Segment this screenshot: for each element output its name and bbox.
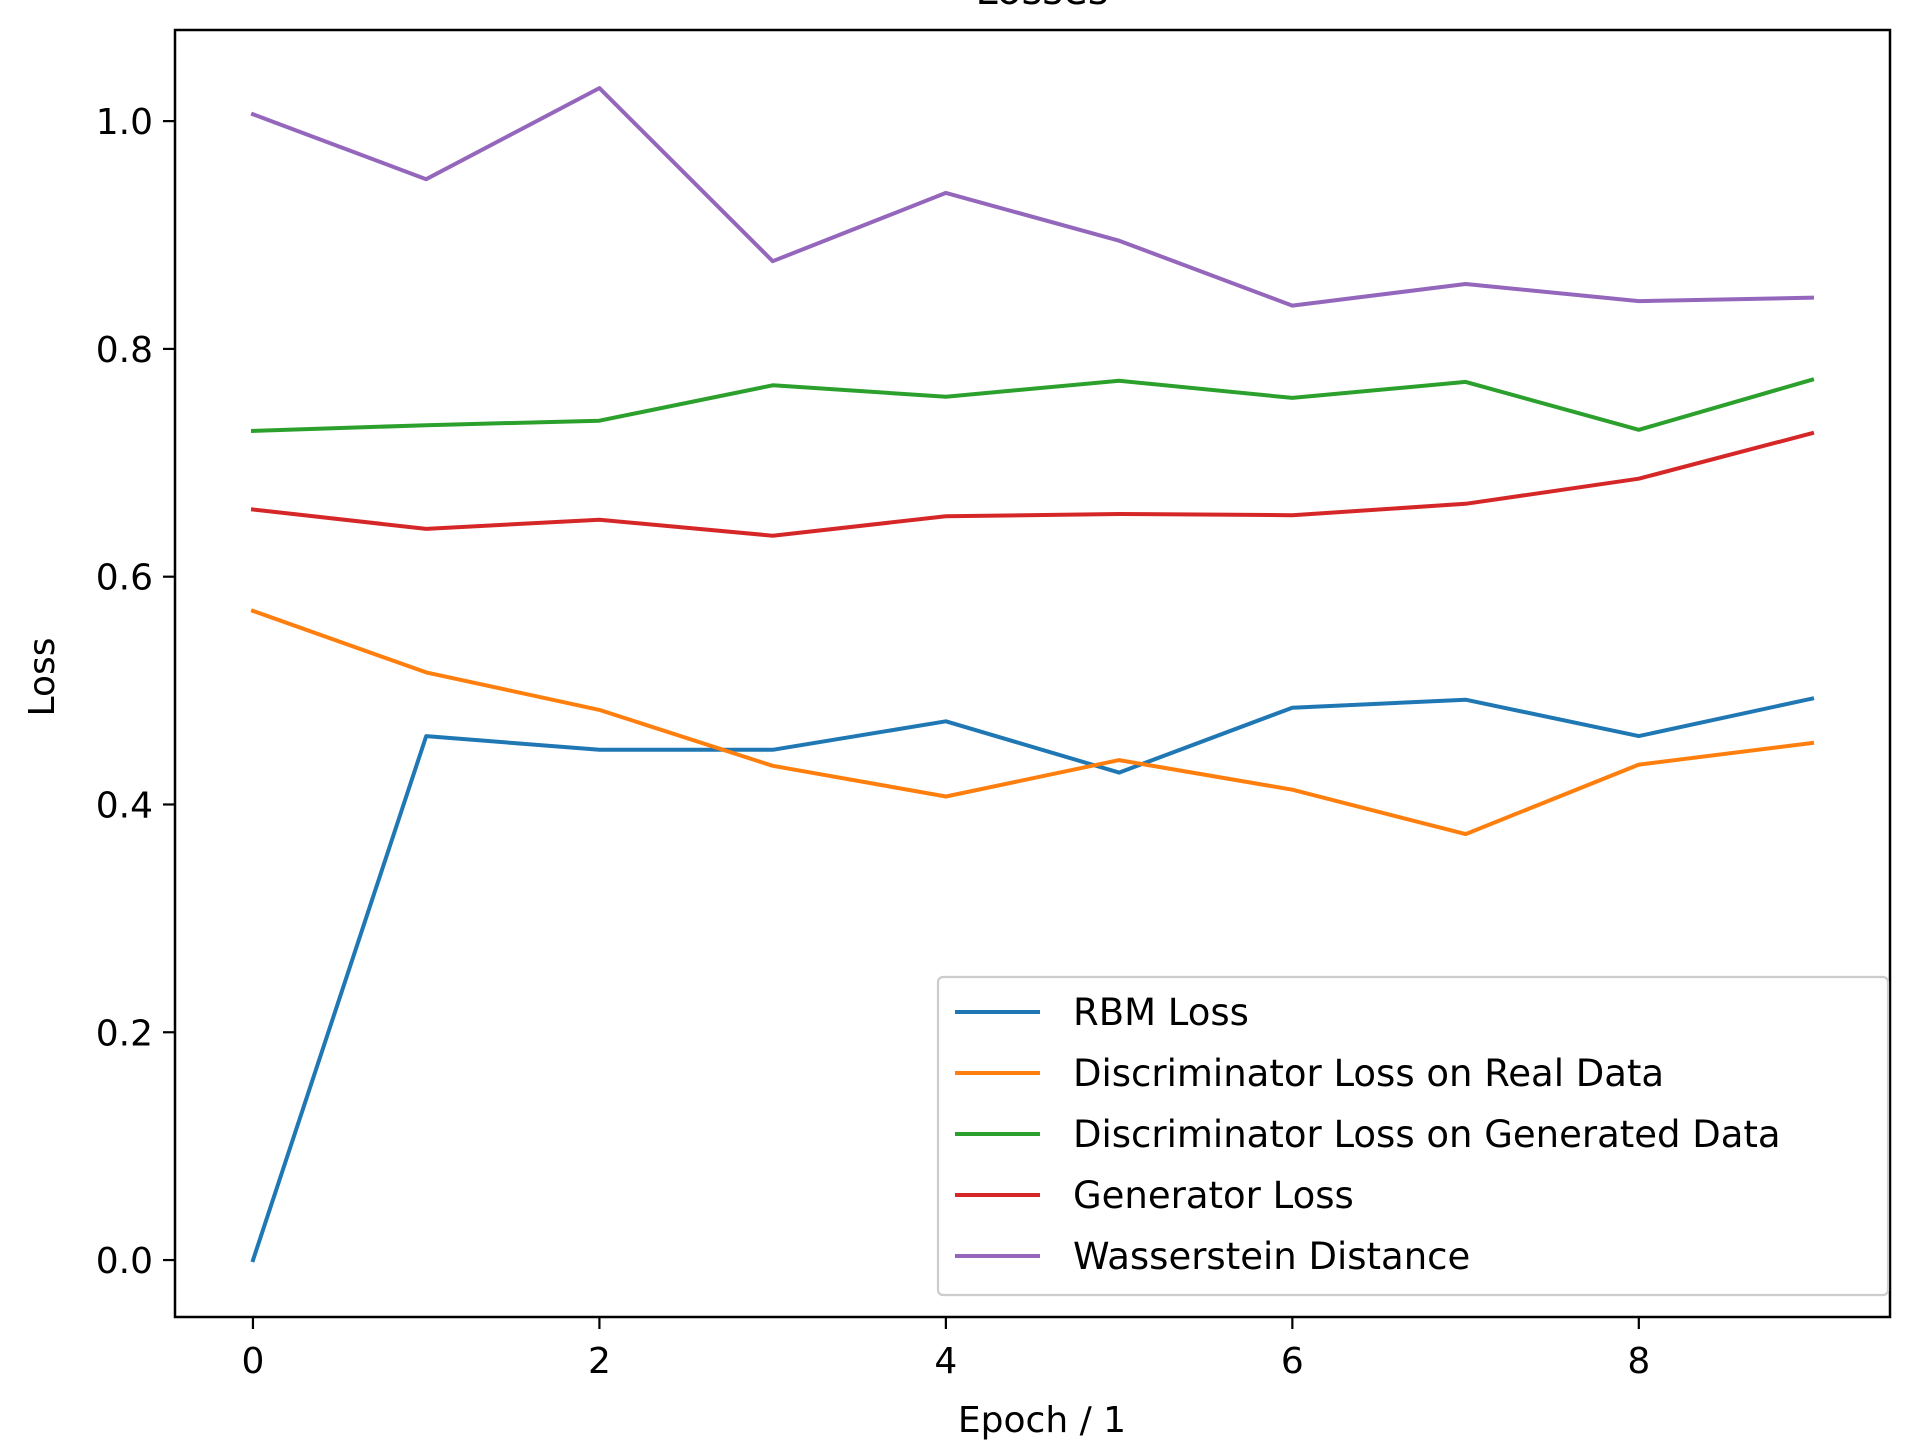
axes-frame	[173, 28, 1892, 1319]
x-tick-label: 0	[242, 1341, 265, 1382]
y-tick-label: 0.4	[96, 785, 153, 826]
y-tick-label: 0.2	[96, 1013, 153, 1054]
axis-ticks: 0 2 4 6 8 0.0 0.2 0.4 0.6 0.8 1.0	[96, 102, 1651, 1382]
legend-label-4: Wasserstein Distance	[1073, 1235, 1470, 1278]
legend: RBM Loss Discriminator Loss on Real Data D…	[936, 975, 1890, 1297]
y-axis-label: Loss	[22, 638, 63, 717]
series-line-1	[250, 608, 1815, 837]
y-tick-label: 0.8	[96, 330, 153, 371]
legend-label-3: Generator Loss	[1073, 1174, 1354, 1217]
series-line-4	[250, 86, 1815, 308]
series-line-2	[250, 377, 1815, 433]
chart-title: Losses	[975, 0, 1108, 14]
x-tick-label: 6	[1281, 1341, 1304, 1382]
y-tick-label: 1.0	[96, 102, 153, 143]
legend-box	[936, 975, 1890, 1297]
legend-label-1: Discriminator Loss on Real Data	[1073, 1052, 1664, 1095]
y-tick-label: 0.0	[96, 1241, 153, 1282]
legend-label-2: Discriminator Loss on Generated Data	[1073, 1113, 1781, 1156]
x-axis-label: Epoch / 1	[958, 1400, 1126, 1440]
x-tick-label: 8	[1627, 1341, 1650, 1382]
y-tick-label: 0.6	[96, 558, 153, 599]
plot-area	[250, 86, 1815, 1263]
x-tick-label: 4	[934, 1341, 957, 1382]
series-line-3	[250, 430, 1815, 538]
x-tick-label: 2	[588, 1341, 611, 1382]
series-line-0	[250, 696, 1815, 1263]
legend-label-0: RBM Loss	[1073, 991, 1249, 1034]
